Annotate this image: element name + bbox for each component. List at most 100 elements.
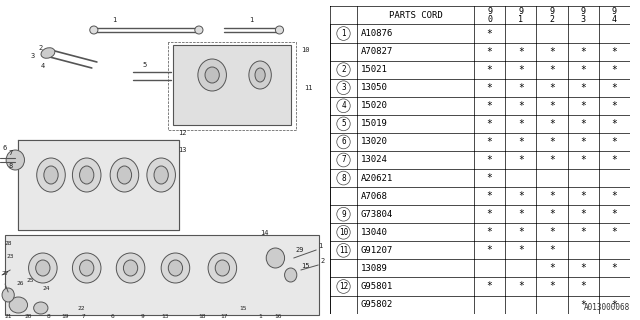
Text: 13040: 13040: [360, 228, 387, 237]
Circle shape: [337, 63, 350, 76]
Text: 9: 9: [518, 7, 524, 16]
Text: 8: 8: [8, 163, 12, 169]
Text: *: *: [518, 137, 524, 147]
Bar: [173, 45, 291, 125]
Text: 9: 9: [141, 314, 145, 319]
Text: *: *: [518, 282, 524, 292]
Text: *: *: [611, 119, 618, 129]
Text: *: *: [486, 119, 493, 129]
Text: *: *: [580, 191, 586, 201]
Text: *: *: [611, 300, 618, 309]
Text: 10: 10: [301, 47, 309, 53]
Text: 3: 3: [341, 83, 346, 92]
Text: 12: 12: [179, 130, 187, 136]
Circle shape: [337, 207, 350, 221]
Text: 4: 4: [612, 15, 617, 24]
Text: *: *: [580, 65, 586, 75]
Text: *: *: [611, 227, 618, 237]
Circle shape: [337, 81, 350, 95]
Bar: [5, 235, 319, 315]
Bar: [19, 140, 179, 230]
Text: *: *: [580, 209, 586, 219]
Text: 9: 9: [580, 7, 586, 16]
Circle shape: [337, 27, 350, 40]
Text: *: *: [611, 65, 618, 75]
Text: G95802: G95802: [360, 300, 393, 309]
Text: 13024: 13024: [360, 156, 387, 164]
Text: 8: 8: [47, 314, 51, 319]
Text: A013000068: A013000068: [584, 303, 630, 312]
Text: *: *: [580, 83, 586, 93]
Ellipse shape: [79, 260, 94, 276]
Text: 13: 13: [179, 147, 187, 153]
Ellipse shape: [205, 67, 220, 83]
Ellipse shape: [154, 166, 168, 184]
Text: *: *: [580, 227, 586, 237]
Text: *: *: [518, 191, 524, 201]
Ellipse shape: [198, 59, 227, 91]
Text: *: *: [611, 47, 618, 57]
Text: *: *: [549, 245, 555, 255]
Text: 2: 2: [39, 45, 43, 51]
Text: *: *: [518, 227, 524, 237]
Text: *: *: [486, 47, 493, 57]
Text: *: *: [580, 155, 586, 165]
Text: *: *: [611, 155, 618, 165]
Text: 1: 1: [112, 17, 116, 23]
Text: 7: 7: [341, 156, 346, 164]
Text: 6: 6: [341, 137, 346, 147]
Text: 11: 11: [339, 246, 348, 255]
Text: *: *: [518, 119, 524, 129]
Text: 1: 1: [518, 15, 524, 24]
Text: 25: 25: [27, 278, 35, 283]
Text: 1: 1: [341, 29, 346, 38]
Text: 4: 4: [41, 63, 45, 69]
Circle shape: [337, 153, 350, 167]
Text: 23: 23: [6, 254, 14, 259]
Text: *: *: [580, 47, 586, 57]
Text: 4: 4: [341, 101, 346, 110]
Text: 2: 2: [341, 65, 346, 74]
Text: *: *: [580, 101, 586, 111]
Text: *: *: [549, 155, 555, 165]
Text: 8: 8: [341, 173, 346, 183]
Ellipse shape: [9, 297, 28, 313]
Text: *: *: [549, 227, 555, 237]
Text: *: *: [580, 282, 586, 292]
Text: 22: 22: [78, 306, 85, 311]
Text: *: *: [549, 282, 555, 292]
Ellipse shape: [72, 253, 101, 283]
Text: 16: 16: [275, 314, 282, 319]
Text: 5: 5: [143, 62, 147, 68]
Text: *: *: [611, 83, 618, 93]
Text: *: *: [580, 300, 586, 309]
Text: *: *: [486, 209, 493, 219]
Text: A10876: A10876: [360, 29, 393, 38]
Text: 1: 1: [249, 17, 253, 23]
Ellipse shape: [41, 48, 55, 58]
Text: *: *: [549, 137, 555, 147]
Text: 15019: 15019: [360, 119, 387, 128]
Text: *: *: [549, 191, 555, 201]
Text: *: *: [518, 65, 524, 75]
Ellipse shape: [90, 26, 98, 34]
Ellipse shape: [208, 253, 237, 283]
Text: 19: 19: [61, 314, 69, 319]
Text: 3: 3: [31, 53, 35, 59]
Text: *: *: [486, 245, 493, 255]
Text: 9: 9: [550, 7, 554, 16]
Text: *: *: [486, 155, 493, 165]
Text: 13: 13: [161, 314, 169, 319]
Text: *: *: [486, 28, 493, 38]
Ellipse shape: [124, 260, 138, 276]
Text: *: *: [486, 137, 493, 147]
Text: 24: 24: [42, 286, 50, 291]
Ellipse shape: [117, 166, 132, 184]
Circle shape: [337, 135, 350, 149]
Text: 15: 15: [301, 263, 309, 269]
Ellipse shape: [29, 253, 57, 283]
Text: 11: 11: [304, 85, 312, 91]
Text: 13050: 13050: [360, 83, 387, 92]
Text: *: *: [611, 263, 618, 273]
Ellipse shape: [2, 288, 14, 302]
